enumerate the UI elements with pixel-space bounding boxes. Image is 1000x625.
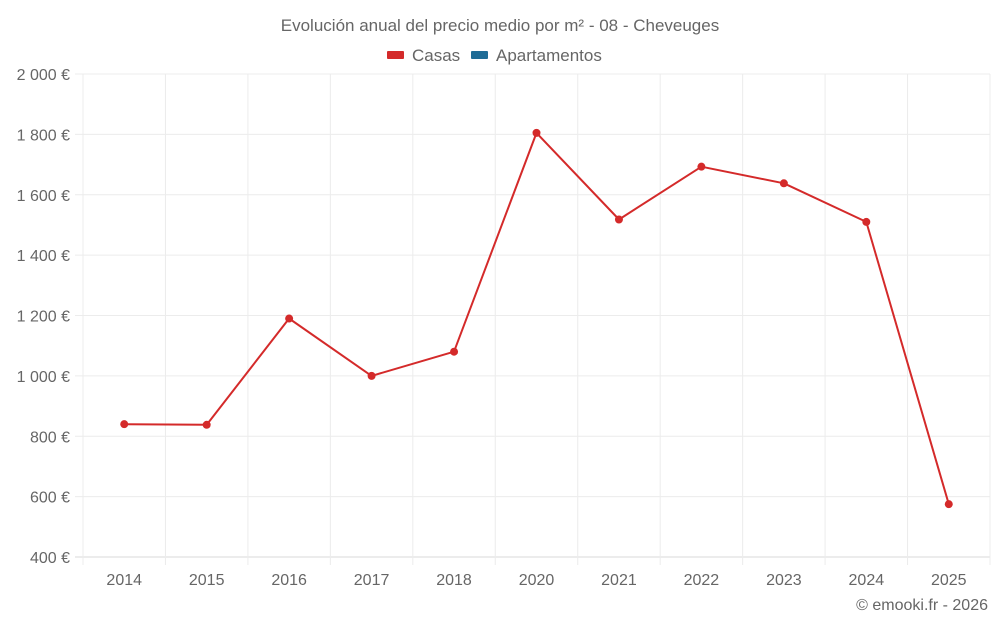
credit-text: © emooki.fr - 2026 [856, 597, 988, 614]
data-point-casas[interactable] [367, 371, 376, 380]
y-tick-label: 400 € [30, 550, 70, 567]
y-tick-label: 2 000 € [17, 67, 70, 84]
x-tick-label: 2017 [354, 572, 390, 589]
data-point-casas[interactable] [779, 179, 788, 188]
x-tick-label: 2023 [766, 572, 802, 589]
x-tick-label: 2024 [849, 572, 885, 589]
legend-label-apartamentos[interactable]: Apartamentos [496, 46, 602, 65]
data-point-casas[interactable] [120, 420, 129, 429]
data-point-casas[interactable] [944, 500, 953, 509]
data-point-casas[interactable] [614, 215, 623, 224]
x-tick-label: 2020 [519, 572, 555, 589]
y-tick-label: 600 € [30, 490, 70, 507]
x-tick-label: 2021 [601, 572, 637, 589]
x-tick-label: 2022 [684, 572, 720, 589]
legend-swatch-apartamentos[interactable] [471, 51, 488, 59]
x-axis-tick-labels: 2014 2015 2016 2017 2018 2020 2021 2022 2023 2024… [106, 572, 966, 589]
y-gridlines [75, 73, 990, 558]
data-point-casas[interactable] [862, 217, 871, 226]
y-tick-label: 1 000 € [17, 369, 70, 386]
chart-title: Evolución anual del precio medio por m² … [281, 16, 719, 35]
x-tick-label: 2014 [106, 572, 142, 589]
data-point-casas[interactable] [450, 347, 459, 356]
legend: Casas Apartamentos [387, 46, 602, 65]
y-tick-label: 1 800 € [17, 127, 70, 144]
x-tick-label: 2015 [189, 572, 225, 589]
x-tick-label: 2018 [436, 572, 472, 589]
legend-label-casas[interactable]: Casas [412, 46, 460, 65]
y-tick-label: 800 € [30, 429, 70, 446]
data-point-casas[interactable] [285, 314, 294, 323]
x-tick-label: 2016 [271, 572, 307, 589]
legend-swatch-casas[interactable] [387, 51, 404, 59]
y-axis-tick-labels: 400 € 600 € 800 € 1 000 € 1 200 € 1 400 € 1 60… [17, 67, 70, 567]
data-point-casas[interactable] [202, 420, 211, 429]
x-gridlines [82, 74, 991, 565]
y-tick-label: 1 400 € [17, 248, 70, 265]
data-point-casas[interactable] [697, 162, 706, 171]
y-tick-label: 1 200 € [17, 309, 70, 326]
series-casas [120, 128, 953, 509]
x-tick-label: 2025 [931, 572, 967, 589]
data-point-casas[interactable] [532, 128, 541, 137]
y-tick-label: 1 600 € [17, 188, 70, 205]
